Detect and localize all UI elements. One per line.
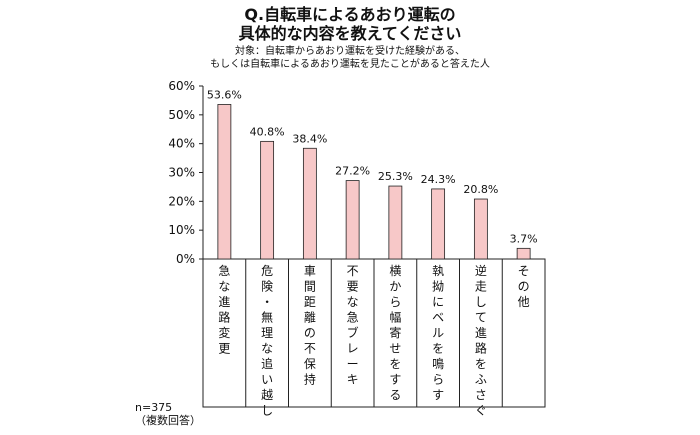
chart-title-line-1: Q.自転車によるあおり運転の bbox=[244, 5, 456, 24]
bar-value-label: 3.7% bbox=[510, 232, 538, 245]
bar bbox=[516, 247, 531, 260]
category-label: 執拗にベルを鳴らす bbox=[432, 264, 444, 402]
category-label: 不要な急ブレーキ bbox=[347, 264, 359, 387]
bar-value-label: 20.8% bbox=[463, 183, 498, 196]
category-label: 逆走して進路をふさぐ bbox=[475, 263, 487, 418]
y-tick-label: 0% bbox=[176, 252, 195, 266]
category-label: 車間距離の不保持 bbox=[304, 264, 316, 387]
chart-title-line-2: 具体的な内容を教えてください bbox=[238, 24, 462, 43]
bar-value-label: 27.2% bbox=[335, 165, 370, 178]
bar bbox=[302, 147, 317, 260]
bar-value-label: 38.4% bbox=[292, 132, 327, 145]
bar bbox=[473, 198, 488, 260]
y-tick-label: 50% bbox=[168, 108, 195, 122]
bar-value-label: 53.6% bbox=[207, 88, 242, 101]
y-tick-label: 40% bbox=[168, 137, 195, 151]
chart-subtitle-line-2: もしくは自転車によるあおり運転を見たことがあると答えた人 bbox=[210, 59, 490, 70]
bar bbox=[345, 180, 360, 260]
bar bbox=[388, 185, 403, 260]
y-tick-label: 20% bbox=[168, 194, 195, 208]
bar-value-label: 25.3% bbox=[378, 170, 413, 183]
category-label: 急な進路変更 bbox=[218, 263, 230, 356]
category-label: 横から幅寄せをする bbox=[389, 264, 401, 402]
bar bbox=[260, 140, 275, 260]
sample-size-note: n=375 bbox=[135, 401, 173, 414]
bar-value-label: 40.8% bbox=[250, 125, 285, 138]
category-label: 危険・無理な追い越し bbox=[261, 264, 273, 418]
bar bbox=[431, 188, 446, 260]
bar bbox=[217, 104, 232, 260]
y-tick-label: 60% bbox=[168, 79, 195, 93]
chart-subtitle-line-1: 対象：自転車からあおり運転を受けた経験がある、 bbox=[235, 46, 465, 57]
bar-value-label: 24.3% bbox=[421, 173, 456, 186]
y-tick-label: 30% bbox=[168, 166, 195, 180]
category-label: その他 bbox=[518, 264, 530, 309]
y-tick-label: 10% bbox=[168, 223, 195, 237]
multiple-answer-note: （複数回答） bbox=[135, 414, 201, 427]
